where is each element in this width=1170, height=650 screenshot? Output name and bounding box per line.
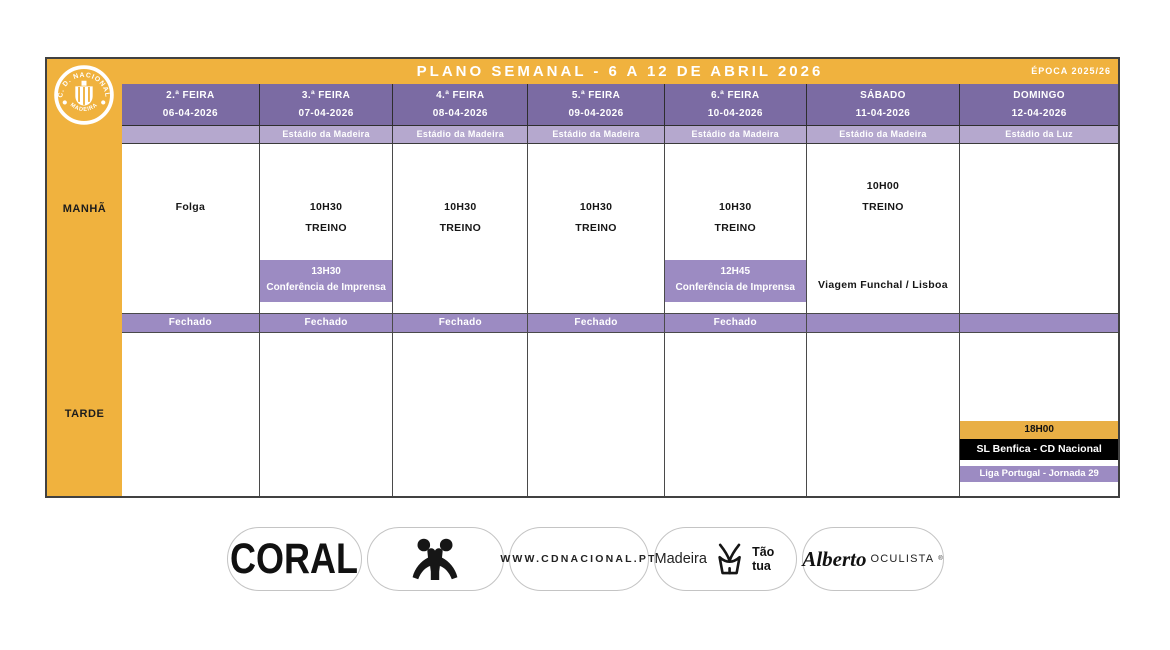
training-label: TREINO	[305, 222, 347, 234]
section-label-afternoon: TARDE	[64, 408, 105, 420]
day-name: DOMINGO	[1013, 90, 1065, 102]
day-date: 10-04-2026	[707, 107, 763, 119]
season-label: ÉPOCA 2025/26	[1031, 66, 1111, 76]
press-label: Conferência de Imprensa	[266, 282, 386, 293]
press-time: 13H30	[311, 266, 341, 277]
day-name: 6.ª FEIRA	[711, 90, 760, 102]
registered-mark: ®	[938, 556, 943, 562]
sponsor-strip: CORAL WWW.CDNACIONAL.PT Madeira	[0, 527, 1170, 591]
section-label-morning: MANHÃ	[62, 203, 107, 215]
match-teams-bar: SL Benfica - CD Nacional	[960, 439, 1118, 460]
day-header-saturday: SÁBADO 11-04-2026	[806, 84, 961, 126]
morning-note: Folga	[175, 201, 206, 213]
closed-wednesday: Fechado	[393, 314, 529, 333]
day-grid: 2.ª FEIRA 06-04-2026 3.ª FEIRA 07-04-202…	[122, 84, 1118, 496]
day-header-wednesday: 4.ª FEIRA 08-04-2026	[393, 84, 529, 126]
training-label: TREINO	[575, 222, 617, 234]
day-date: 07-04-2026	[298, 107, 354, 119]
press-conference-block: 12H45 Conferência de Imprensa	[664, 260, 806, 302]
madeira-text: Madeira	[654, 551, 707, 567]
location-saturday: Estádio da Madeira	[806, 126, 961, 144]
training-label: TREINO	[714, 222, 756, 234]
afternoon-thursday	[528, 333, 665, 496]
sponsor-madeira: Madeira Tão tua	[653, 527, 797, 591]
travel-note: Viagem Funchal / Lisboa	[818, 279, 948, 291]
closed-monday: Fechado	[122, 314, 260, 333]
cd-nacional-crest-icon: C. D. NACIONAL MADEIRA	[54, 65, 114, 125]
morning-sunday	[960, 144, 1118, 314]
title-bar: PLANO SEMANAL - 6 A 12 DE ABRIL 2026 ÉPO…	[122, 59, 1118, 84]
press-conference-block: 13H30 Conferência de Imprensa	[259, 260, 393, 302]
match-competition-bar: Liga Portugal - Jornada 29	[960, 466, 1118, 482]
location-monday	[122, 126, 260, 144]
training-time: 10H30	[444, 201, 477, 213]
svg-text:MADEIRA: MADEIRA	[69, 102, 99, 113]
day-date: 06-04-2026	[162, 107, 218, 119]
day-name: 5.ª FEIRA	[571, 90, 621, 102]
location-thursday: Estádio da Madeira	[528, 126, 665, 144]
sponsor-coral: CORAL	[226, 527, 362, 591]
morning-thursday: 10H30 TREINO	[528, 144, 665, 314]
closed-tuesday: Fechado	[259, 314, 394, 333]
afternoon-tuesday	[260, 333, 394, 496]
afternoon-friday	[665, 333, 807, 496]
location-friday: Estádio da Madeira	[664, 126, 807, 144]
afternoon-sunday: 18H00 SL Benfica - CD Nacional Liga Port…	[960, 333, 1118, 496]
sponsor-alberto-oculista: Alberto OCULISTA ®	[801, 527, 944, 591]
morning-monday: Folga	[122, 144, 260, 314]
afternoon-monday	[122, 333, 260, 496]
page-title: PLANO SEMANAL - 6 A 12 DE ABRIL 2026	[416, 63, 824, 80]
sponsor-kappa	[366, 527, 504, 591]
closed-friday: Fechado	[664, 314, 807, 333]
oculista-text: OCULISTA	[870, 553, 935, 565]
closed-thursday: Fechado	[528, 314, 665, 333]
training-time: 10H00	[866, 180, 900, 192]
alberto-script-text: Alberto	[802, 546, 867, 571]
day-header-friday: 6.ª FEIRA 10-04-2026	[664, 84, 807, 126]
morning-tuesday: 10H30 TREINO 13H30 Conferência de Impren…	[259, 144, 394, 314]
training-label: TREINO	[862, 201, 904, 213]
kappa-back-to-back-figures-icon	[412, 538, 458, 580]
website-text: WWW.CDNACIONAL.PT	[500, 553, 657, 565]
day-header-tuesday: 3.ª FEIRA 07-04-2026	[259, 84, 394, 126]
training-label: TREINO	[439, 222, 482, 234]
day-header-thursday: 5.ª FEIRA 09-04-2026	[528, 84, 665, 126]
match-time-bar: 18H00	[960, 421, 1118, 439]
location-wednesday: Estádio da Madeira	[393, 126, 529, 144]
press-time: 12H45	[720, 266, 750, 277]
morning-friday: 10H30 TREINO 12H45 Conferência de Impren…	[664, 144, 807, 314]
day-name: 2.ª FEIRA	[166, 90, 215, 102]
afternoon-saturday	[807, 333, 961, 496]
left-column	[47, 59, 122, 496]
training-time: 10H30	[309, 201, 343, 213]
afternoon-wednesday	[393, 333, 529, 496]
coral-logo-text: CORAL	[230, 534, 358, 583]
morning-saturday: 10H00 TREINO Viagem Funchal / Lisboa	[806, 144, 961, 314]
schedule-table: PLANO SEMANAL - 6 A 12 DE ABRIL 2026 ÉPO…	[45, 57, 1120, 498]
madeira-flower-icon	[718, 543, 741, 575]
day-header-monday: 2.ª FEIRA 06-04-2026	[122, 84, 260, 126]
training-time: 10H30	[579, 201, 613, 213]
closed-saturday	[806, 314, 961, 333]
location-sunday: Estádio da Luz	[960, 126, 1118, 144]
madeira-tagline: Tão tua	[752, 545, 775, 573]
morning-wednesday: 10H30 TREINO	[393, 144, 529, 314]
sponsor-website: WWW.CDNACIONAL.PT	[500, 527, 654, 591]
location-tuesday: Estádio da Madeira	[259, 126, 394, 144]
press-label: Conferência de Imprensa	[675, 282, 795, 293]
closed-sunday	[960, 314, 1118, 333]
day-name: 3.ª FEIRA	[301, 90, 351, 102]
day-name: SÁBADO	[860, 90, 906, 102]
day-date: 09-04-2026	[568, 107, 624, 119]
training-time: 10H30	[719, 201, 752, 213]
day-name: 4.ª FEIRA	[436, 90, 485, 102]
day-date: 08-04-2026	[432, 107, 488, 119]
day-date: 11-04-2026	[855, 107, 911, 119]
day-date: 12-04-2026	[1011, 107, 1067, 119]
day-header-sunday: DOMINGO 12-04-2026	[960, 84, 1118, 126]
